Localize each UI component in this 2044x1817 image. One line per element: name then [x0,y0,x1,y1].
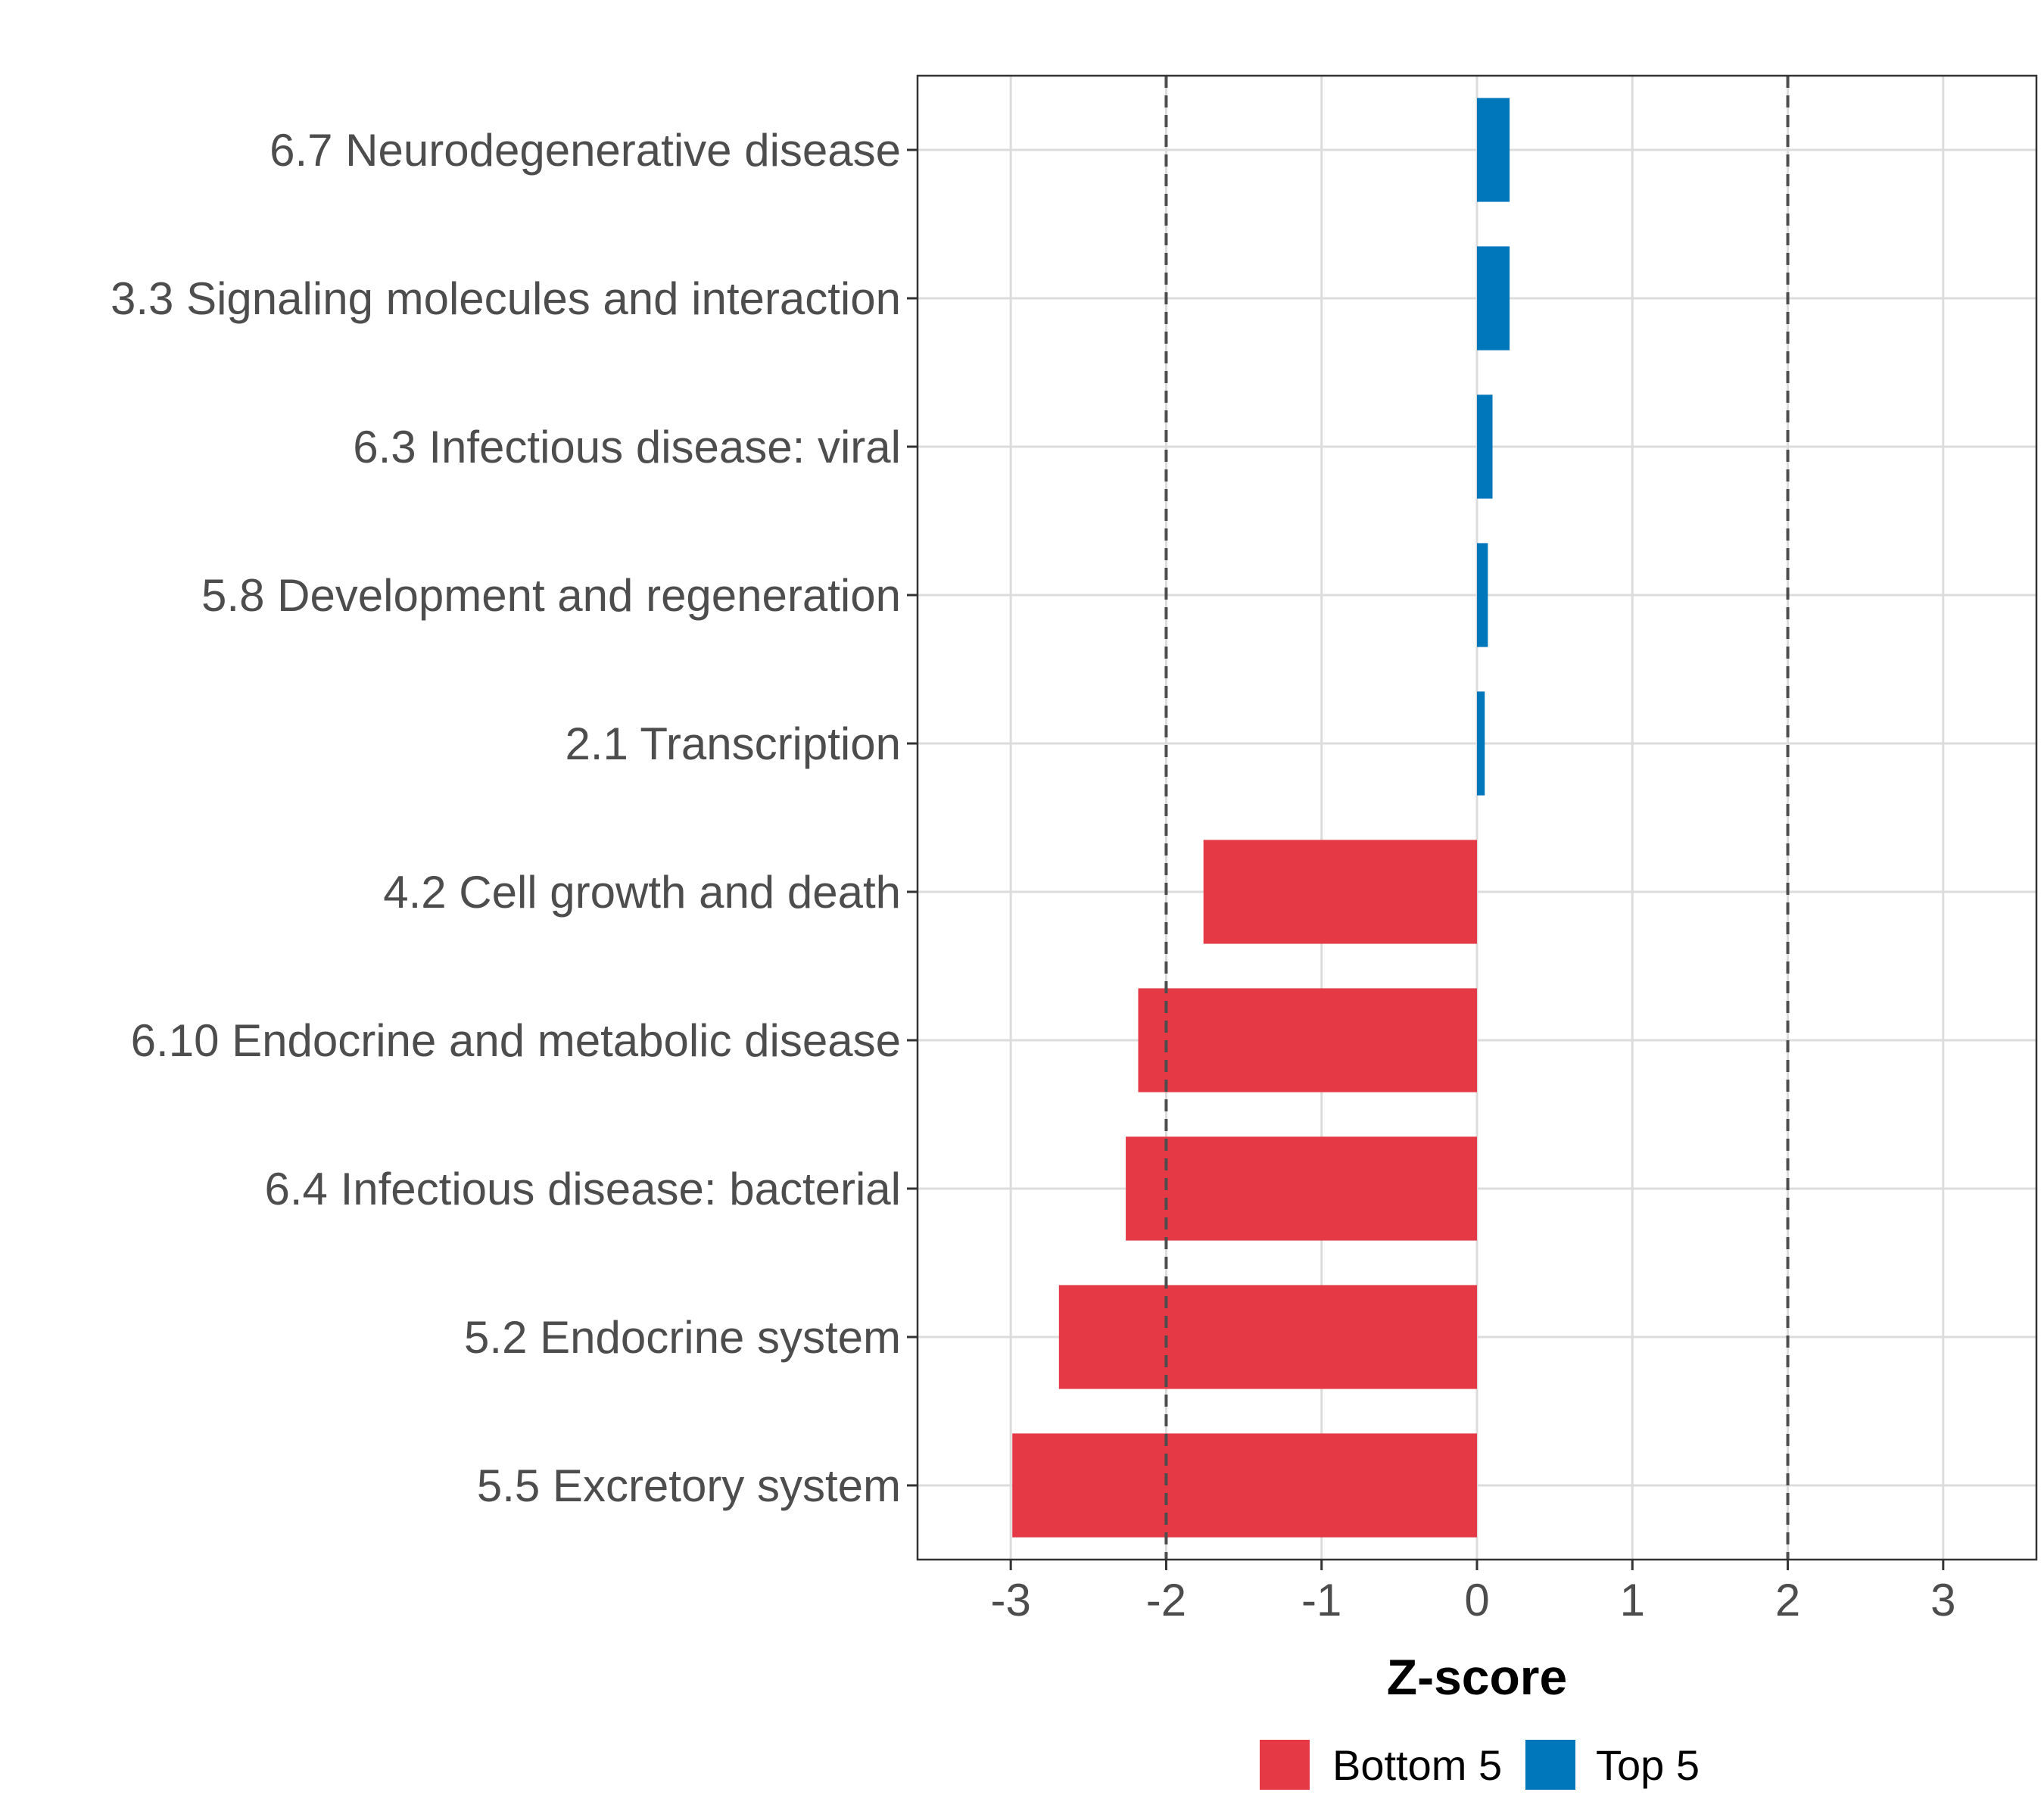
bar [1203,840,1477,944]
x-tick-label: 3 [1930,1575,1955,1625]
bar [1477,394,1493,499]
x-axis-title: Z-score [1387,1649,1567,1705]
category-label: 4.2 Cell growth and death [383,867,901,918]
x-tick-label: 2 [1775,1575,1800,1625]
legend-item: Bottom 5 [1260,1740,1502,1790]
legend-item: Top 5 [1525,1740,1700,1790]
category-label: 6.10 Endocrine and metabolic disease [131,1015,901,1066]
x-tick-label: 0 [1464,1575,1489,1625]
bars [1012,98,1510,1538]
legend-label: Top 5 [1596,1741,1700,1789]
category-label: 5.8 Development and regeneration [201,570,901,621]
x-tick-label: -1 [1301,1575,1341,1625]
y-axis: 6.7 Neurodegenerative disease 3.3 Signali… [111,125,918,1511]
bar [1477,691,1485,796]
x-tick-label: -3 [990,1575,1030,1625]
category-label: 6.3 Infectious disease: viral [353,422,901,472]
category-label: 5.2 Endocrine system [464,1312,901,1363]
bar [1477,246,1510,351]
category-label: 3.3 Signaling molecules and interaction [111,273,901,324]
legend: Bottom 5 Top 5 [1260,1740,1700,1790]
legend-label: Bottom 5 [1332,1741,1502,1789]
x-tick-label: 1 [1620,1575,1645,1625]
bar [1126,1136,1477,1241]
reference-lines [1164,76,1790,1560]
bar [1138,988,1477,1092]
bar [1477,98,1510,202]
legend-swatch [1525,1740,1575,1790]
x-tick-label: -2 [1146,1575,1186,1625]
bar [1012,1433,1477,1538]
bar [1477,543,1488,647]
category-label: 6.7 Neurodegenerative disease [270,125,901,176]
bar [1058,1285,1477,1389]
x-axis: -3 -2 -1 0 1 2 3 [990,1560,1956,1625]
category-label: 6.4 Infectious disease: bacterial [265,1164,902,1214]
legend-swatch [1260,1740,1310,1790]
category-label: 5.5 Excretory system [477,1460,901,1511]
category-label: 2.1 Transcription [565,718,901,769]
